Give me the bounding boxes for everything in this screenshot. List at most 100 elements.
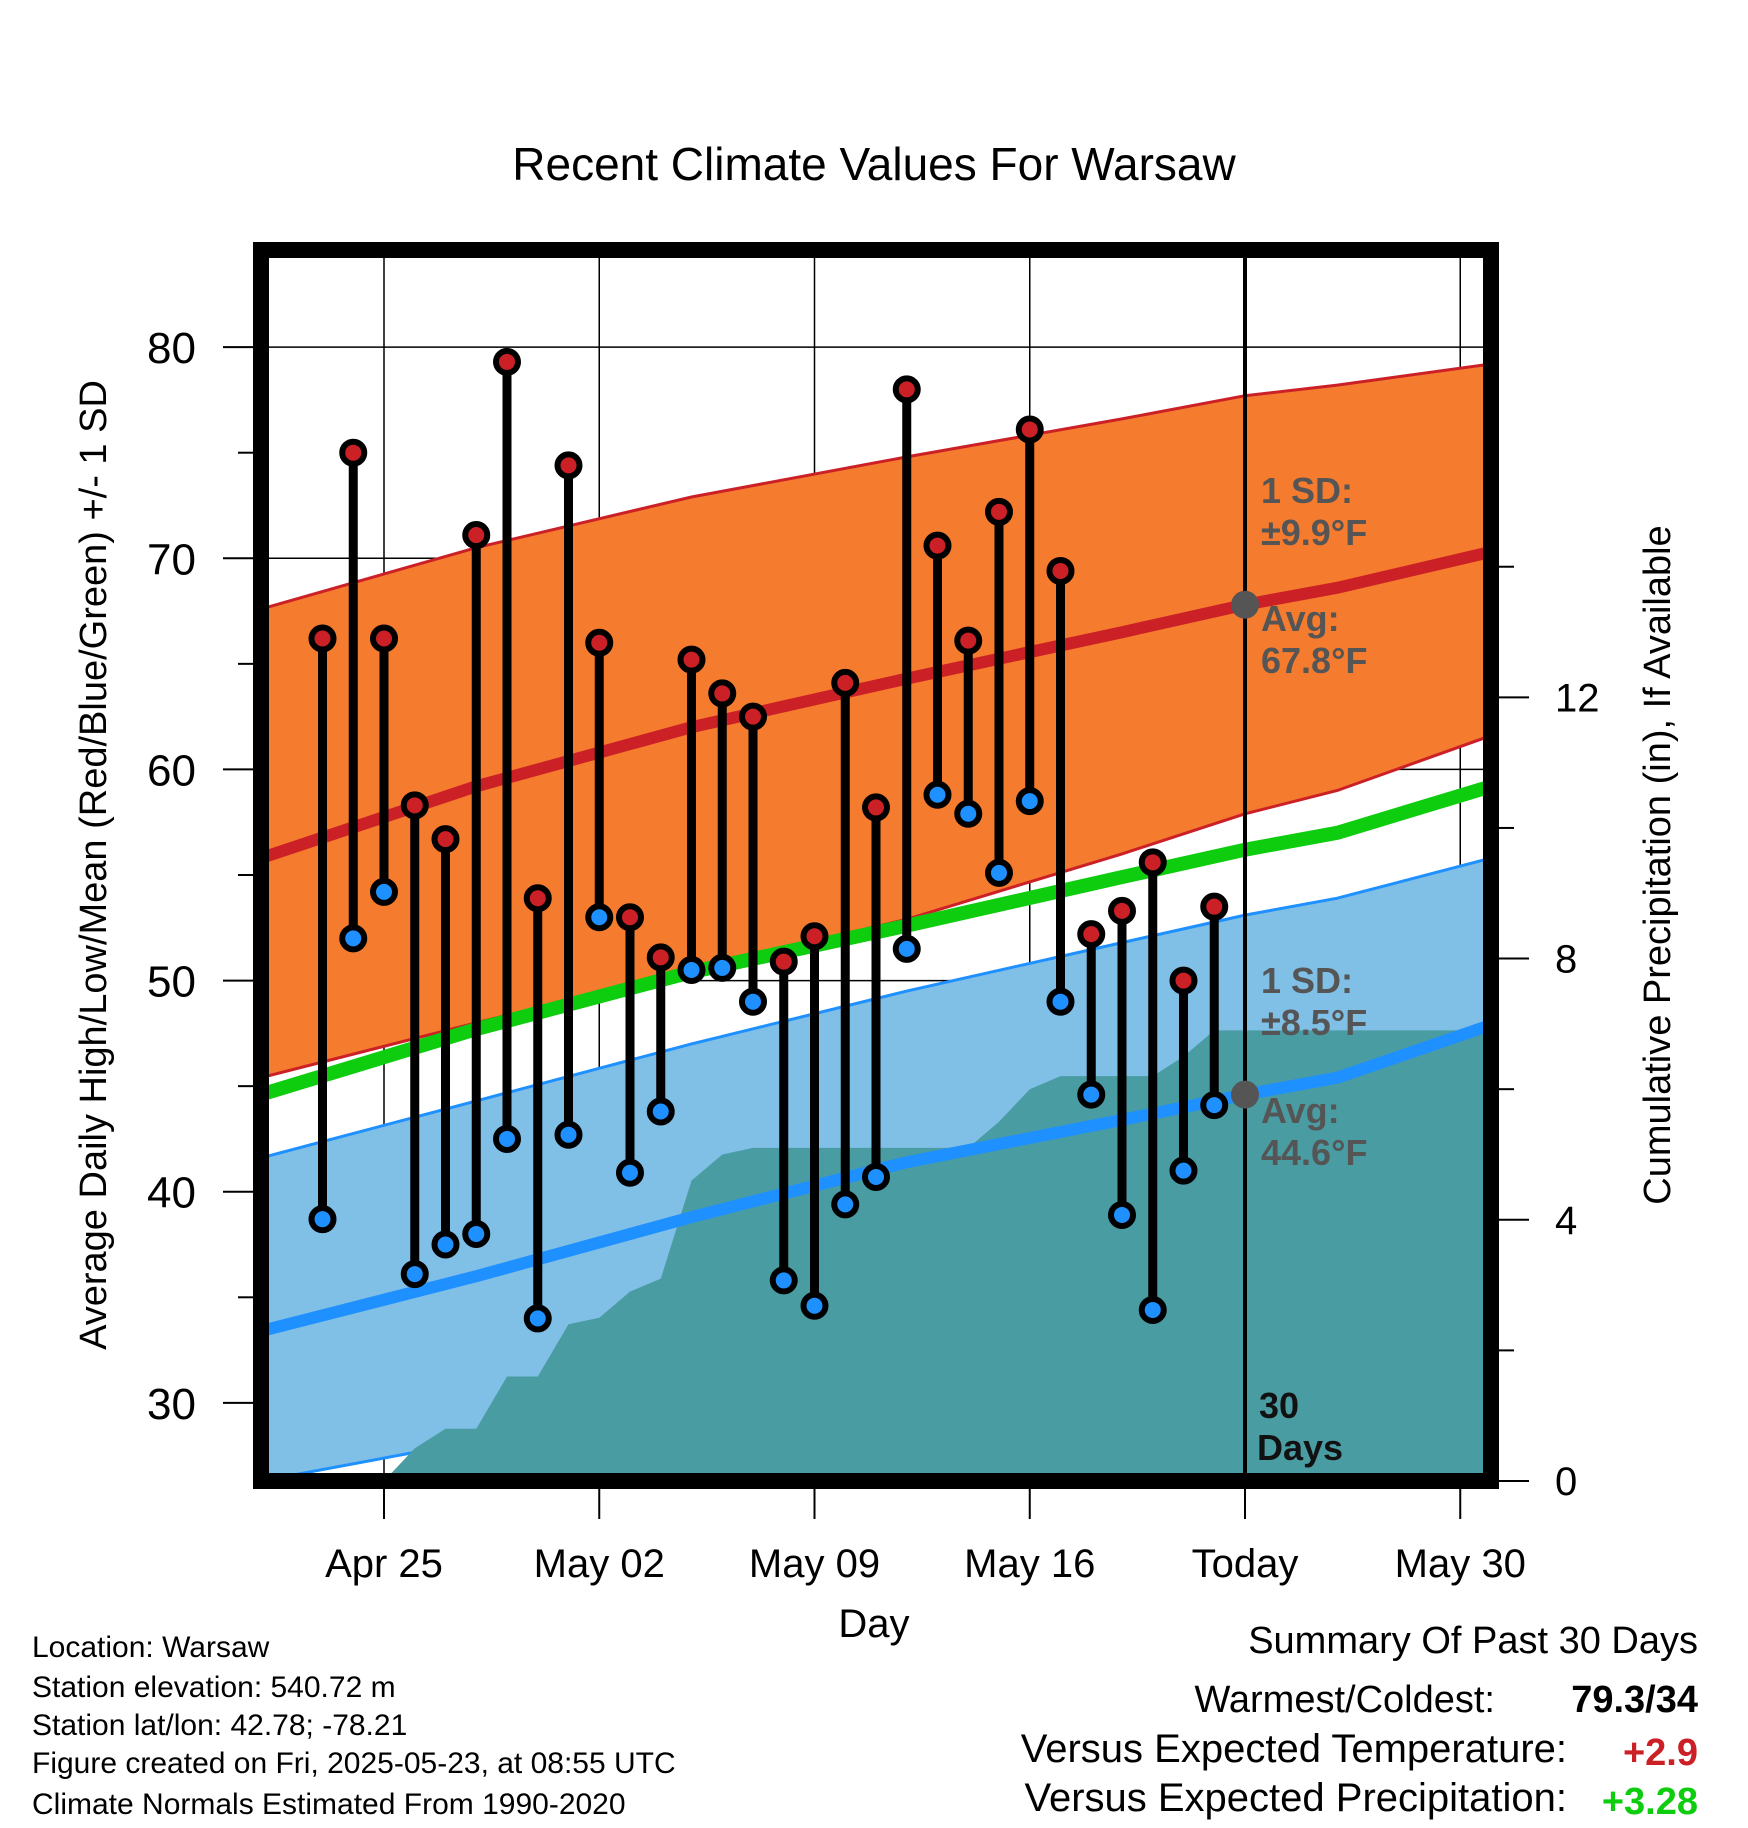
low-avg-annotation-2: 44.6°F	[1261, 1132, 1367, 1173]
observed-high-point	[554, 451, 583, 480]
observed-high-point	[1108, 896, 1136, 925]
x-tick-label: May 02	[534, 1542, 665, 1586]
observed-temperatures	[308, 347, 1229, 1333]
observed-low-point	[892, 934, 921, 963]
y2-tick-label: 0	[1555, 1460, 1577, 1504]
observed-high-point	[493, 347, 521, 376]
observed-high-point	[708, 679, 737, 708]
high-sd-annotation-1: 1 SD:	[1261, 470, 1353, 511]
observed-low-point	[554, 1120, 583, 1149]
low-sd-annotation-2: ±8.5°F	[1261, 1002, 1367, 1043]
mean-normal-line	[261, 779, 1491, 1102]
observed-low-point	[308, 1205, 337, 1234]
observed-high-point	[769, 947, 798, 976]
observed-low-point	[462, 1219, 491, 1248]
observed-low-point	[431, 1230, 460, 1259]
x-axis-label: Day	[838, 1602, 909, 1646]
observed-low-point	[1138, 1295, 1167, 1324]
high-avg-annotation-2: 67.8°F	[1261, 640, 1367, 681]
observed-low-point	[800, 1291, 829, 1320]
y-tick-label: 40	[147, 1169, 196, 1218]
observed-low-point	[1200, 1091, 1229, 1120]
observed-low-point	[677, 956, 706, 985]
low-sd-upper-edge	[261, 856, 1491, 1160]
summary-panel: Summary Of Past 30 Days Warmest/Coldest:…	[1021, 1620, 1698, 1823]
y-tick-label: 60	[147, 746, 196, 795]
observed-low-point	[739, 987, 767, 1016]
info-created: Figure created on Fri, 2025-05-23, at 08…	[32, 1747, 676, 1780]
observed-high-point	[677, 645, 706, 674]
observed-low-point	[523, 1304, 552, 1333]
info-latlon: Station lat/lon: 42.78; -78.21	[32, 1709, 407, 1742]
high-avg-annotation-1: Avg:	[1261, 598, 1340, 639]
info-location: Location: Warsaw	[32, 1631, 270, 1664]
observed-low-point	[862, 1162, 890, 1191]
y-tick-label: 80	[147, 324, 196, 373]
observed-high-point	[400, 791, 429, 820]
observed-high-point	[1077, 920, 1106, 949]
observed-high-point	[431, 825, 460, 854]
y2-tick-label: 12	[1555, 676, 1600, 720]
summary-warmest-label: Warmest/Coldest:	[1194, 1679, 1495, 1721]
observed-low-point	[400, 1260, 429, 1289]
y-tick-label: 30	[147, 1380, 196, 1429]
observed-high-point	[616, 903, 644, 932]
observed-low-point	[1046, 987, 1075, 1016]
observed-low-point	[585, 903, 614, 932]
today-high-normal-marker	[1231, 590, 1259, 619]
observed-low-point	[339, 924, 368, 953]
observed-low-point	[1077, 1080, 1106, 1109]
today-days-word: Days	[1257, 1427, 1343, 1468]
high-normal-line	[261, 546, 1491, 864]
observed-high-point	[1138, 848, 1167, 877]
y-axis-label: Average Daily High/Low/Mean (Red/Blue/Gr…	[73, 380, 115, 1350]
summary-warmest-value: 79.3/34	[1571, 1679, 1698, 1721]
observed-high-point	[1169, 966, 1198, 995]
observed-low-point	[769, 1266, 798, 1295]
low-normal-line	[261, 1019, 1491, 1337]
observed-high-point	[800, 922, 829, 951]
observed-low-point	[1169, 1156, 1198, 1185]
summary-temp-value: +2.9	[1623, 1732, 1698, 1774]
plot-frame	[253, 242, 1499, 1489]
today-low-normal-marker	[1231, 1080, 1259, 1109]
low-avg-annotation-1: Avg:	[1261, 1090, 1340, 1131]
observed-high-point	[370, 624, 398, 653]
y2-tick-label: 8	[1555, 938, 1577, 982]
observed-high-point	[1015, 415, 1044, 444]
observed-low-point	[370, 877, 398, 906]
observed-low-point	[954, 799, 983, 828]
y2-tick-label: 4	[1555, 1199, 1577, 1243]
observed-low-point	[985, 858, 1013, 887]
x-tick-label: May 16	[964, 1542, 1095, 1586]
observed-low-point	[708, 953, 737, 982]
y-tick-label: 50	[147, 958, 196, 1007]
observed-high-point	[862, 793, 890, 822]
observed-low-point	[923, 780, 952, 809]
observed-high-point	[585, 628, 614, 657]
observed-high-point	[892, 375, 921, 404]
observed-high-point	[954, 626, 983, 655]
x-tick-label: May 30	[1395, 1542, 1526, 1586]
observed-low-point	[1108, 1200, 1136, 1229]
observed-low-point	[831, 1190, 860, 1219]
observed-low-point	[493, 1124, 521, 1153]
y-tick-label: 70	[147, 535, 196, 584]
observed-high-point	[339, 438, 368, 467]
observed-low-point	[1015, 787, 1044, 816]
axes: 30 40 50 60 70 80 0 4 8 12 Apr 25 May 02 May 09 May 1…	[147, 324, 1599, 1586]
summary-heading: Summary Of Past 30 Days	[1248, 1620, 1698, 1662]
y2-axis-label: Cumulative Precipitation (in), If Availa…	[1637, 525, 1679, 1204]
observed-high-point	[1200, 892, 1229, 921]
observed-high-point	[308, 624, 337, 653]
observed-high-point	[739, 702, 767, 731]
observed-high-point	[523, 884, 552, 913]
info-normals: Climate Normals Estimated From 1990-2020	[32, 1788, 626, 1821]
normal-lines	[261, 546, 1491, 1337]
high-sd-upper-edge	[261, 362, 1491, 611]
summary-temp-label: Versus Expected Temperature:	[1021, 1727, 1567, 1771]
observed-high-point	[923, 531, 952, 560]
